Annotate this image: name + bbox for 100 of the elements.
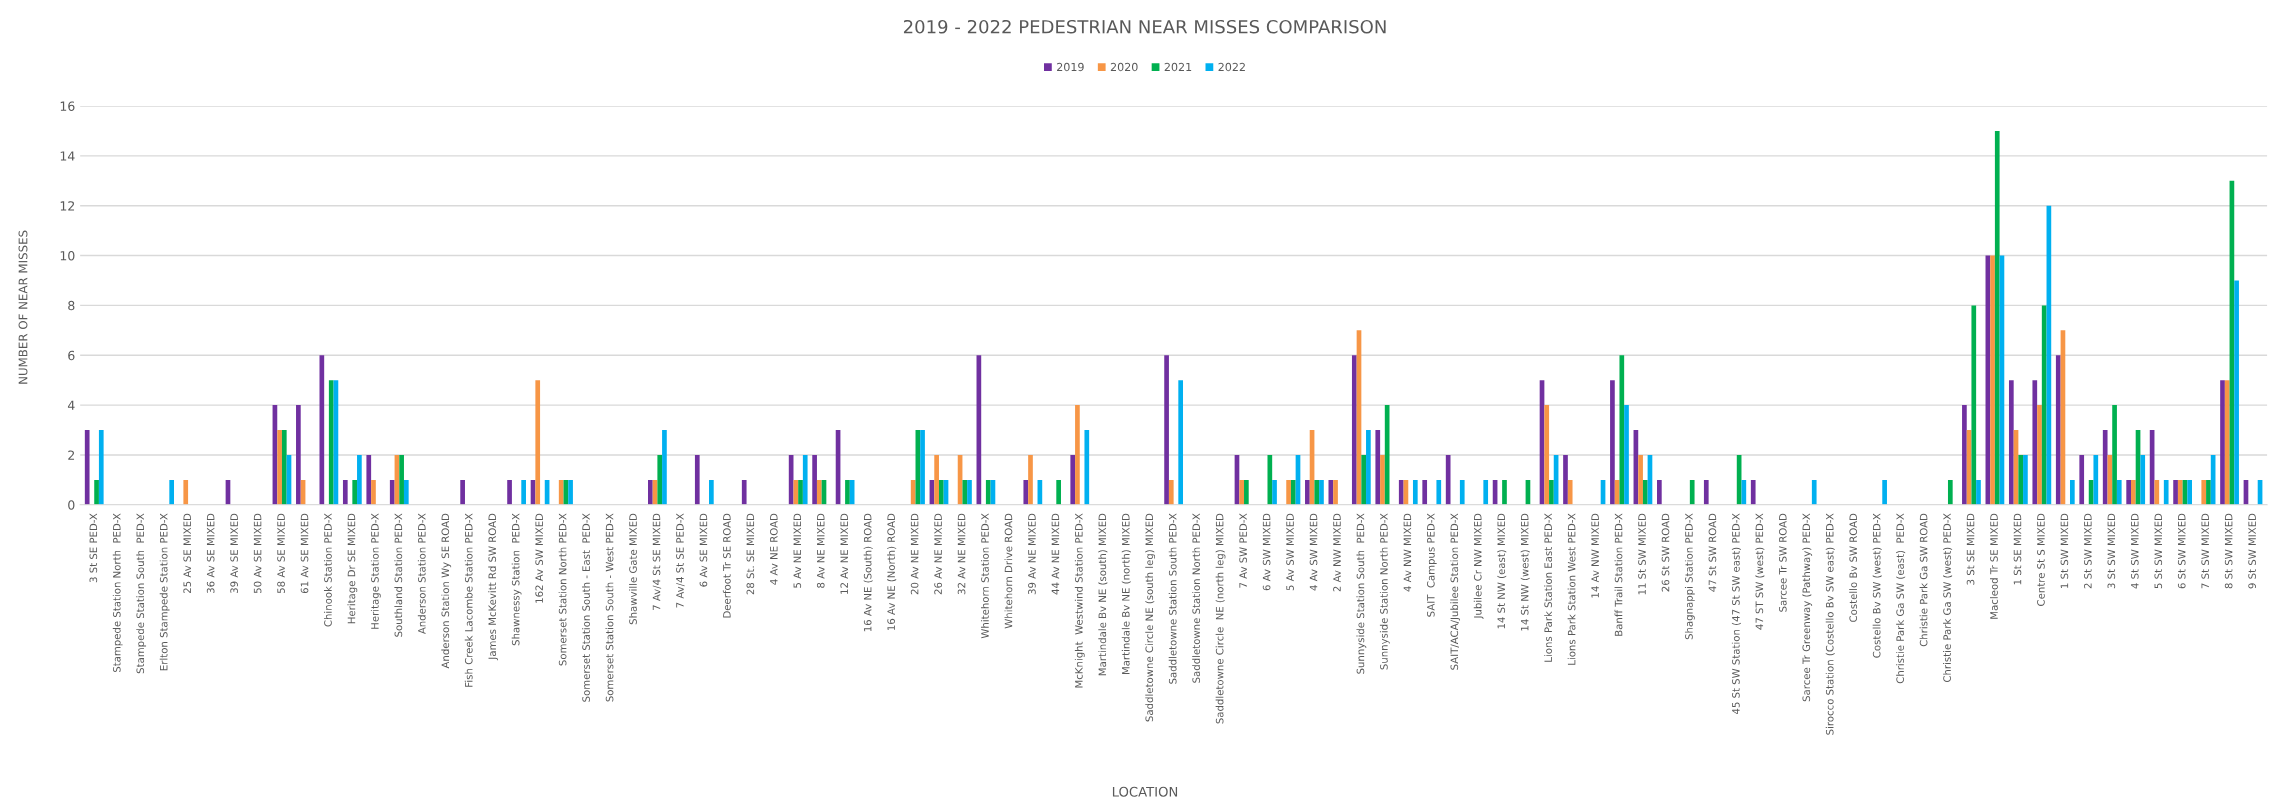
x-tick-label: 58 Av SE MIXED — [277, 513, 285, 594]
x-tick-label: Anderson Station PED-X — [417, 513, 426, 635]
x-tick-label: Stampede Station North PED-X — [112, 513, 123, 673]
bar — [460, 479, 465, 505]
bar — [962, 479, 968, 505]
y-tick-label: 14 — [60, 151, 75, 161]
x-tick-label: Christie Park Ga SW (west) PED-X — [1943, 513, 1953, 683]
bar — [1361, 454, 1367, 505]
x-tick-label: 7 St SW MIXED — [2201, 513, 2210, 589]
bar — [1380, 454, 1385, 505]
x-tick-label: 14 St NW (east) MIXED — [1497, 513, 1507, 629]
bar — [2102, 430, 2108, 505]
x-tick-label: 26 St SW ROAD — [1661, 513, 1670, 592]
x-tick-label: Saddletowne Station South PED-X — [1168, 513, 1177, 684]
bar — [2018, 454, 2024, 505]
x-tick-label: Centre St S MIXED — [2037, 513, 2045, 606]
x-tick-label: 25 Av SE MIXED — [183, 513, 192, 594]
x-tick-label: Macleod Tr SE MIXED — [1990, 513, 1998, 619]
x-tick-label: Shawnessy Station PED-X — [511, 513, 522, 646]
x-tick-label: 162 Av SW MIXED — [535, 513, 544, 603]
bar — [2023, 454, 2028, 505]
bar — [2173, 479, 2178, 505]
y-tick-label: 12 — [60, 201, 75, 211]
bar — [2234, 280, 2239, 505]
bar — [793, 479, 799, 505]
bar — [403, 479, 409, 505]
bar — [1375, 430, 1381, 505]
x-tick-label: Costello Bv SW (west) PED-X — [1872, 513, 1882, 658]
x-tick-label: Martindale Bv NE (north) MIXED — [1121, 513, 1131, 675]
x-tick-label: 7 Av/4 St SE PED-X — [676, 513, 685, 608]
x-tick-label: 11 St SW MIXED — [1638, 513, 1646, 595]
bar — [1976, 479, 1981, 505]
bar — [1168, 479, 1174, 505]
x-tick-label: 1 St SW MIXED — [2060, 513, 2069, 588]
x-tick-label: 1 St SE MIXED — [2013, 513, 2022, 585]
bar — [798, 479, 803, 505]
bar — [98, 430, 104, 505]
bar — [802, 454, 808, 505]
bar — [535, 380, 541, 505]
bar — [281, 430, 287, 505]
bar — [845, 479, 850, 505]
x-tick-label: Somerset Station South - East PED-X — [582, 513, 590, 702]
bar — [277, 430, 282, 505]
x-tick-label: 4 Av NW MIXED — [1403, 513, 1412, 592]
bar — [84, 430, 90, 505]
bar — [1314, 479, 1320, 505]
x-tick-label: 61 Av SE MIXED — [300, 513, 309, 594]
x-tick-label: Lions Park Station East PED-X — [1544, 513, 1553, 662]
x-tick-label: 4 Av NE ROAD — [769, 513, 778, 585]
x-tick-label: Saddletowne Station North PED-X — [1192, 513, 1201, 683]
x-tick-label: 7 Av/4 St SE MIXED — [652, 513, 662, 611]
bar — [1239, 479, 1245, 505]
bar — [342, 479, 348, 505]
x-tick-label: 2 St SW MIXED — [2084, 513, 2092, 589]
bar — [2163, 479, 2169, 505]
x-tick-label: Southland Station PED-X — [394, 513, 403, 637]
x-tick-label: Shagnappi Station PED-X — [1684, 513, 1695, 640]
x-tick-label: 39 Av SE MIXED — [230, 513, 238, 594]
bar — [1811, 479, 1817, 505]
bar — [1990, 255, 1995, 505]
legend-label: 2020 — [1110, 62, 1138, 72]
bar — [1290, 479, 1296, 505]
bar — [1272, 479, 1277, 505]
x-tick-label: 2 Av NW MIXED — [1333, 513, 1341, 592]
bar — [1178, 380, 1184, 505]
bar — [934, 454, 939, 505]
y-axis-title: NUMBER OF NEAR MISSES — [18, 230, 28, 384]
x-tick-label: Fish Creek Lacombe Station PED-X — [464, 513, 473, 687]
y-tick-label: 16 — [60, 101, 75, 111]
x-tick-label: SAIT Campus PED-X — [1427, 513, 1437, 617]
bar — [1610, 380, 1615, 505]
bar — [1267, 454, 1273, 505]
bar — [1412, 479, 1418, 505]
bar — [1333, 479, 1338, 505]
x-tick-label: 45 St SW Station (47 St SW east) PED-X — [1731, 513, 1741, 715]
x-tick-label: Somerset Station South - West PED-X — [605, 513, 614, 702]
bar — [1398, 479, 1404, 505]
bar — [2187, 479, 2193, 505]
x-tick-label: Sarcee Tr SW ROAD — [1778, 513, 1787, 612]
x-tick-label: 5 Av NE MIXED — [793, 513, 802, 588]
bar — [1994, 130, 2000, 505]
x-tick-label: 50 Av SE MIXED — [253, 513, 262, 594]
bar — [94, 479, 99, 505]
x-tick-label: Saddletowne Circle NE (south leg) MIXED — [1145, 513, 1156, 722]
x-tick-label: 5 St SW MIXED — [2154, 513, 2163, 589]
bar — [1328, 479, 1334, 505]
x-tick-label: 3 St SE MIXED — [1966, 513, 1975, 585]
x-tick-label: 20 Av NE MIXED — [910, 513, 919, 595]
x-tick-label: Erlton Stampede Station PED-X — [159, 513, 170, 671]
bar — [1244, 479, 1249, 505]
bar — [2220, 380, 2225, 505]
x-tick-label: 3 St SW MIXED — [2107, 513, 2116, 589]
bar — [985, 479, 991, 505]
y-tick-label: 8 — [68, 300, 75, 311]
x-tick-label: Saddletowne Circle NE (north leg) MIXED — [1215, 513, 1226, 724]
bar — [1422, 479, 1428, 505]
bar — [1703, 479, 1709, 505]
bar — [1286, 479, 1291, 505]
bar — [2140, 454, 2146, 505]
x-tick-label: Anderson Station Wy SE ROAD — [441, 513, 452, 669]
